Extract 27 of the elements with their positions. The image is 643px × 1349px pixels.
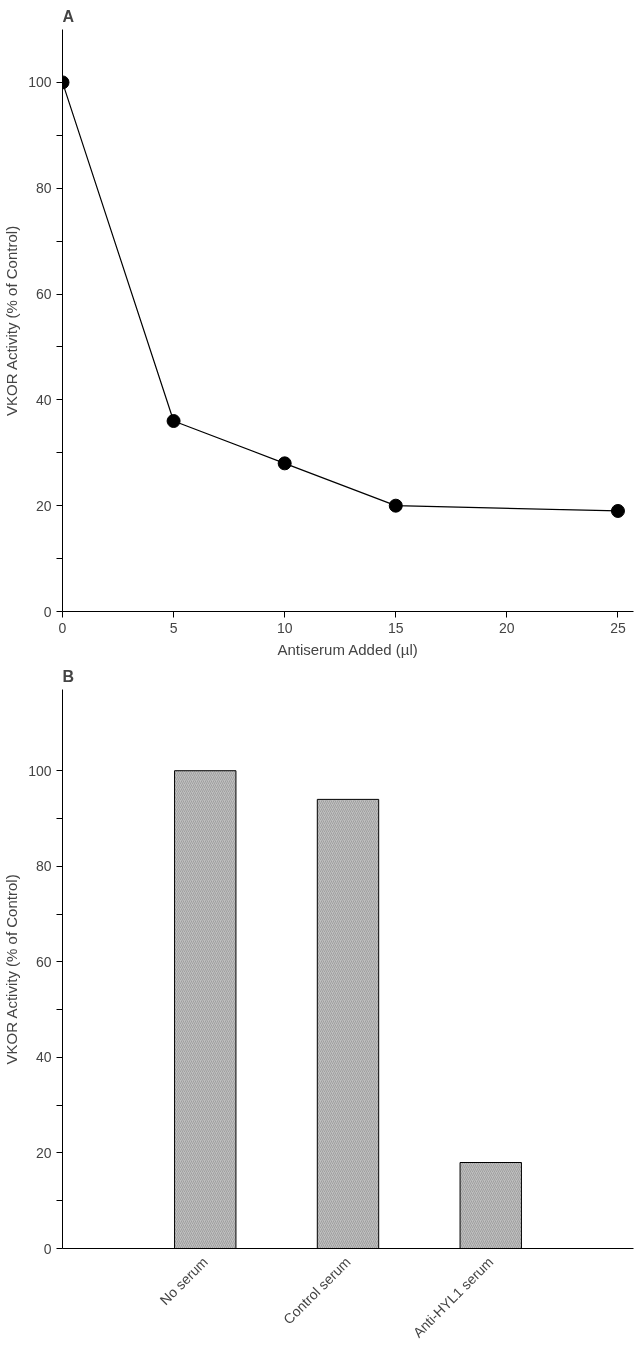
- y-tick-label: 100: [28, 762, 52, 779]
- point: [277, 456, 292, 471]
- chart-title: A: [62, 7, 75, 25]
- y-tick-label: 0: [43, 603, 52, 620]
- y-tick-label: 60: [35, 953, 52, 970]
- x-tick-label: 25: [610, 619, 626, 636]
- y-tick-label: 20: [35, 497, 52, 514]
- y-axis-title: VKOR Activity (% of Control): [3, 874, 21, 1065]
- y-tick-label: 20: [35, 1144, 52, 1161]
- x-axis-title: Antiserum Added (µl): [277, 640, 418, 658]
- x-tick-label: 5: [169, 619, 178, 636]
- x-tick-label: 20: [499, 619, 515, 636]
- y-tick-label: 60: [35, 286, 52, 303]
- x-tick-label: 0: [58, 619, 67, 636]
- x-tick-label: 10: [276, 619, 293, 636]
- point: [388, 498, 403, 513]
- point: [610, 503, 625, 518]
- y-axis-title: VKOR Activity (% of Control): [3, 225, 21, 416]
- y-tick-label: 80: [35, 180, 52, 197]
- y-tick-label: 40: [35, 1049, 52, 1066]
- y-tick-label: 0: [43, 1240, 52, 1257]
- point: [166, 414, 181, 429]
- chart-title: B: [62, 667, 75, 685]
- x-tick-label: 15: [387, 619, 404, 636]
- y-tick-label: 80: [35, 858, 52, 875]
- y-tick-label: 100: [28, 74, 52, 91]
- y-tick-label: 40: [35, 391, 52, 408]
